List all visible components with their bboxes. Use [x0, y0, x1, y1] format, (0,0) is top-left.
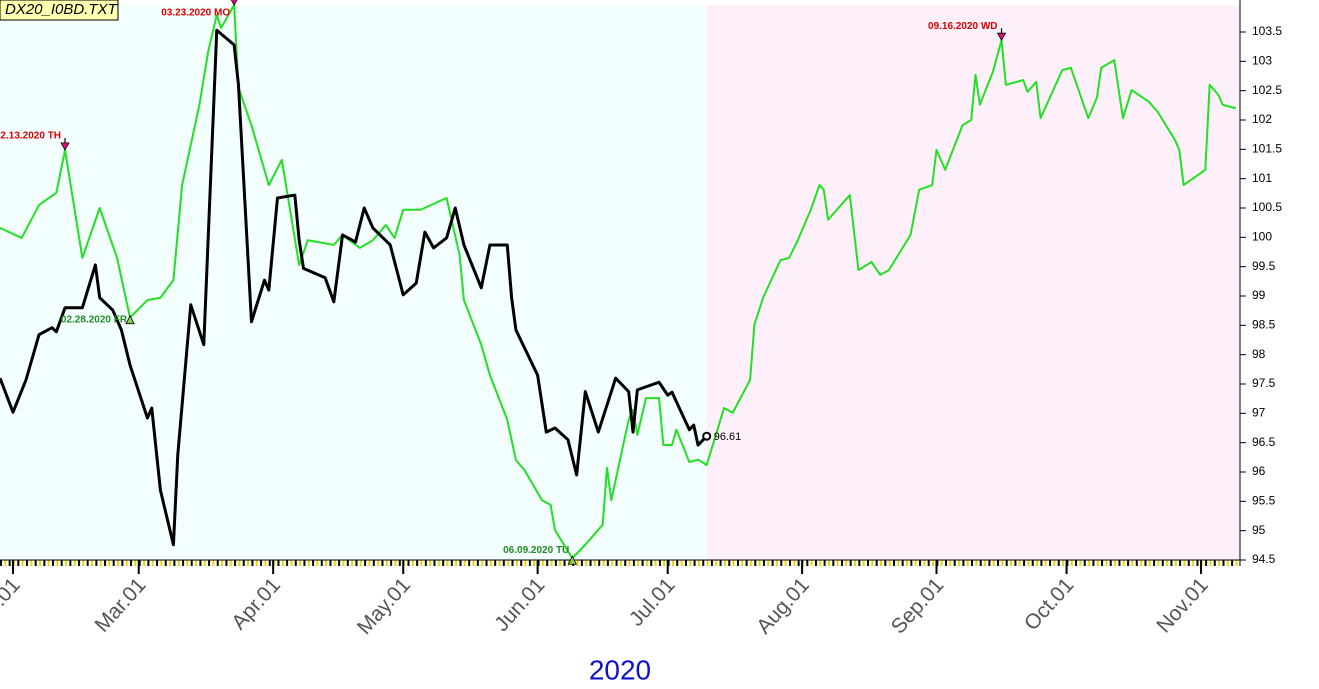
y-tick-label: 98 — [1252, 347, 1266, 361]
annotation-label: 06.09.2020 TU — [503, 545, 569, 556]
chart-title: DX20_I0BD.TXT — [5, 1, 119, 18]
y-tick-label: 96.5 — [1252, 435, 1276, 449]
annotation-arrow — [996, 32, 1007, 42]
y-tick-label: 97 — [1252, 406, 1266, 420]
y-tick-label: 97.5 — [1252, 376, 1276, 390]
y-tick-label: 95.5 — [1252, 494, 1276, 508]
y-tick-label: 96 — [1252, 464, 1266, 478]
x-tick-label: Feb.01 — [0, 574, 25, 638]
y-tick-label: 95 — [1252, 523, 1266, 537]
y-tick-label: 103.5 — [1252, 24, 1282, 38]
y-tick-label: 100 — [1252, 229, 1272, 243]
annotation-label: 03.23.2020 MO — [161, 8, 230, 19]
annotation-arrow — [60, 142, 70, 151]
title-box — [0, 0, 119, 21]
last-value-label: 96.61 — [714, 431, 742, 443]
y-tick-label: 94.5 — [1252, 552, 1276, 566]
last-point — [702, 431, 712, 441]
x-tick-label: Nov.01 — [1152, 574, 1213, 638]
y-tick-label: 99.5 — [1252, 259, 1276, 273]
annotation-arrow — [230, 0, 238, 6]
annotation-arrow — [567, 555, 577, 565]
y-tick-label: 102 — [1252, 112, 1272, 126]
series-line — [0, 28, 708, 547]
y-tick-label: 100.5 — [1252, 200, 1282, 214]
y-tick-label: 101 — [1252, 171, 1272, 185]
x-tick-label: May.01 — [353, 574, 415, 639]
y-tick-label: 98.5 — [1252, 317, 1276, 331]
y-tick-label: 103 — [1252, 53, 1272, 67]
year-label: 2020 — [589, 654, 651, 685]
day-tick-strip — [0, 558, 1240, 566]
y-tick-label: 101.5 — [1252, 141, 1282, 155]
annotation-label: 02.28.2020 FR — [61, 314, 128, 325]
x-tick-label: Sep.01 — [887, 574, 949, 639]
y-tick-label: 99 — [1252, 288, 1266, 302]
annotation-label: 09.16.2020 WD — [928, 21, 998, 32]
x-tick-label: Oct.01 — [1020, 574, 1078, 635]
x-tick-label: Jul.01 — [625, 574, 680, 631]
x-tick-label: Apr.01 — [227, 574, 285, 635]
x-tick-label: Aug.01 — [752, 574, 814, 639]
y-tick-label: 102.5 — [1252, 83, 1282, 97]
series-line — [0, 4, 1236, 560]
x-tick-label: Mar.01 — [91, 574, 151, 637]
region-past — [0, 5, 707, 560]
annotation-label: 02.13.2020 TH — [0, 131, 61, 142]
x-tick-label: Jun.01 — [490, 574, 549, 636]
annotation-arrow — [125, 314, 135, 325]
